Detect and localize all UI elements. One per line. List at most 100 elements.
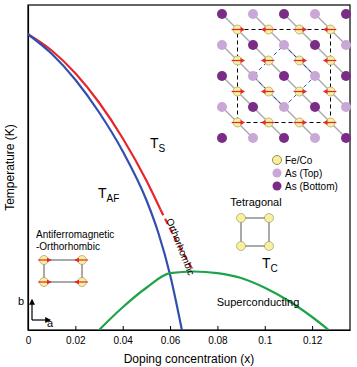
x-tick: 0.1 bbox=[258, 326, 272, 346]
as-atom bbox=[310, 102, 320, 112]
as-atom bbox=[217, 40, 227, 50]
x-tick: 0.12 bbox=[303, 326, 323, 346]
as-atom bbox=[341, 133, 351, 143]
as-atom bbox=[248, 102, 258, 112]
as-atom bbox=[341, 40, 351, 50]
spin-arrow bbox=[294, 91, 307, 92]
annotation: Superconducting bbox=[217, 296, 300, 308]
spin-arrow bbox=[75, 259, 88, 260]
bond-line bbox=[222, 14, 346, 138]
as-atom bbox=[279, 40, 289, 50]
x-tick-label: 0.02 bbox=[66, 335, 86, 346]
tetragonal-cell bbox=[237, 214, 274, 251]
as-atom bbox=[279, 71, 289, 81]
bond-line bbox=[284, 14, 346, 76]
fe-atom bbox=[237, 214, 246, 223]
x-tick-mark bbox=[75, 326, 76, 330]
series-line bbox=[28, 34, 161, 210]
as-atom bbox=[248, 71, 258, 81]
lattice-inset bbox=[217, 9, 351, 143]
x-axis-line bbox=[29, 330, 351, 331]
y-axis-line bbox=[28, 6, 29, 331]
fe-atom bbox=[265, 214, 274, 223]
spin-arrow bbox=[38, 259, 51, 260]
spin-arrow bbox=[232, 91, 245, 92]
x-tick-label: 0.04 bbox=[113, 335, 133, 346]
annotation: a bbox=[47, 317, 54, 329]
spin-arrow bbox=[75, 281, 88, 282]
series-label: TC bbox=[262, 255, 278, 274]
series-line bbox=[28, 34, 182, 330]
annotation: Tetragonal bbox=[230, 196, 281, 208]
spin-arrow bbox=[262, 29, 275, 30]
series-label: TAF bbox=[98, 185, 119, 204]
spin-arrow bbox=[324, 122, 337, 123]
af-cell bbox=[38, 256, 88, 287]
annotation: As (Top) bbox=[285, 168, 322, 179]
as-atom bbox=[310, 40, 320, 50]
spin-arrow bbox=[262, 60, 275, 61]
y-axis bbox=[28, 6, 29, 331]
x-tick-label: 0.1 bbox=[258, 335, 272, 346]
x-tick: 0.04 bbox=[113, 326, 133, 346]
as-atom bbox=[279, 133, 289, 143]
as-atom bbox=[310, 133, 320, 143]
as-atom bbox=[217, 9, 227, 19]
as-atom bbox=[341, 71, 351, 81]
unit-cell bbox=[253, 45, 315, 107]
annotation: Fe/Co bbox=[285, 155, 313, 166]
as-atom bbox=[217, 102, 227, 112]
x-tick-label: 0.08 bbox=[208, 335, 228, 346]
as-atom bbox=[310, 71, 320, 81]
as-atom bbox=[217, 133, 227, 143]
x-tick-label: 0.12 bbox=[303, 335, 323, 346]
plot-lines bbox=[28, 34, 329, 330]
series-line bbox=[99, 272, 329, 331]
bond-line bbox=[222, 76, 284, 138]
fe-atom bbox=[265, 242, 274, 251]
series-label: TS bbox=[150, 135, 166, 154]
fe-atom bbox=[237, 242, 246, 251]
x-tick-mark bbox=[217, 326, 218, 330]
spin-arrow bbox=[294, 60, 307, 61]
inset-legend bbox=[273, 156, 282, 191]
as-atom bbox=[248, 9, 258, 19]
x-tick-mark bbox=[265, 326, 266, 330]
as-atom bbox=[248, 133, 258, 143]
x-tick-mark bbox=[170, 326, 171, 330]
unit-cell bbox=[238, 30, 331, 123]
as-atom bbox=[341, 9, 351, 19]
y-axis-title: Temperature (K) bbox=[3, 124, 17, 211]
spin-arrow bbox=[324, 29, 337, 30]
spin-arrow bbox=[294, 122, 307, 123]
x-tick: 0.06 bbox=[161, 326, 181, 346]
plot-frame bbox=[28, 5, 350, 330]
spin-arrow bbox=[294, 29, 307, 30]
chart: 00.020.040.060.080.10.12Doping concentra… bbox=[0, 0, 357, 367]
spin-arrow bbox=[38, 281, 51, 282]
annotation: As (Bottom) bbox=[285, 181, 338, 192]
x-tick-mark bbox=[312, 326, 313, 330]
x-tick-label: 0.06 bbox=[161, 335, 181, 346]
legend-swatch bbox=[273, 182, 282, 191]
as-atom bbox=[248, 40, 258, 50]
as-atom bbox=[279, 9, 289, 19]
x-tick-mark bbox=[123, 326, 124, 330]
x-axis-title: Doping concentration (x) bbox=[124, 352, 255, 366]
spin-arrow bbox=[324, 91, 337, 92]
x-tick: 0.02 bbox=[66, 326, 86, 346]
spin-arrow bbox=[232, 60, 245, 61]
bond-line bbox=[315, 14, 346, 45]
cell-outline bbox=[44, 260, 82, 282]
annotation: b bbox=[18, 295, 24, 307]
annotation: Orthorhombic bbox=[164, 217, 197, 277]
as-atom bbox=[341, 102, 351, 112]
spin-arrow bbox=[232, 122, 245, 123]
legend-swatch bbox=[273, 156, 282, 165]
spin-arrow bbox=[232, 29, 245, 30]
axis-arrow bbox=[32, 319, 50, 320]
cell-outline bbox=[241, 218, 269, 246]
annotation: -Orthorhombic bbox=[36, 241, 100, 252]
x-tick: 0.08 bbox=[208, 326, 228, 346]
spin-arrow bbox=[262, 122, 275, 123]
